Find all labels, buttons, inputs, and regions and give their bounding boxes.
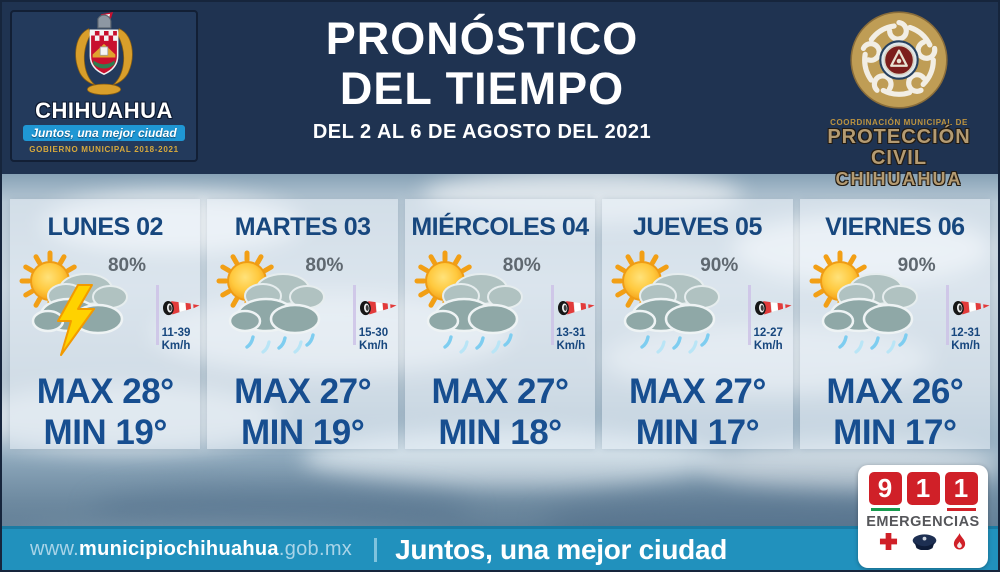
day-title: LUNES 02: [47, 213, 163, 241]
url-prefix: www.: [30, 538, 79, 560]
day-title: VIERNES 06: [825, 213, 965, 241]
emergency-number: 9 1 1: [858, 472, 988, 511]
chihuahua-coat-of-arms-icon: [75, 12, 133, 96]
wind-range: 12-31: [950, 327, 981, 339]
flag-green-bar: [870, 508, 900, 511]
min-temperature: MIN 18°: [438, 413, 562, 452]
divider: [550, 285, 554, 345]
precipitation-probability: 80%: [107, 255, 147, 276]
wind-speed: 12-27 Km/h: [740, 327, 796, 353]
municipal-logo-slogan: Juntos, una mejor ciudad: [23, 125, 185, 141]
header: CHIHUAHUA Juntos, una mejor ciudad GOBIE…: [2, 2, 998, 189]
min-temperature: MIN 19°: [43, 413, 168, 452]
precipitation-probability: 90%: [897, 255, 936, 276]
page-subtitle: DEL 2 AL 6 DE AGOSTO DEL 2021: [312, 121, 652, 143]
page-title-line1: PRONÓSTICO: [325, 13, 639, 64]
sun-clouds-rain-icon: [804, 247, 934, 359]
url-domain: municipiochihuahua: [78, 538, 279, 560]
sun-clouds-lightning-icon: [14, 247, 144, 359]
wind-unit: Km/h: [951, 340, 980, 352]
day-title: JUEVES 05: [632, 213, 762, 241]
forecast-card-wednesday: MIÉRCOLES 04: [404, 199, 596, 452]
footer-bar: www.municipiochihuahua.gob.mx Juntos, un…: [2, 526, 998, 570]
flag-white-bar: [909, 508, 938, 511]
wind-range: 15-30: [358, 327, 389, 339]
url-suffix: .gob.mx: [278, 538, 353, 560]
footer-divider: [374, 537, 378, 562]
windsock-icon: [161, 295, 201, 323]
windsock-icon: [556, 295, 596, 323]
max-temperature: MAX 27°: [628, 372, 766, 411]
forecast-card-tuesday: MARTES 03: [207, 199, 398, 452]
red-cross-icon: [879, 532, 897, 551]
civil-protection-city: CHIHUAHUA: [835, 169, 963, 189]
police-cap-icon: [913, 534, 937, 550]
divider: [353, 285, 357, 345]
footer-slogan: Juntos, una mejor ciudad: [395, 533, 728, 565]
divider: [748, 285, 752, 345]
precipitation-probability: 80%: [305, 255, 344, 276]
wind-speed: 15-30 Km/h: [345, 327, 401, 353]
emergency-label: EMERGENCIAS: [866, 514, 980, 530]
wind-speed: 13-31 Km/h: [543, 327, 599, 353]
sun-clouds-rain-icon: [409, 247, 539, 359]
digit-1: 1: [906, 472, 940, 505]
municipal-logo-government: GOBIERNO MUNICIPAL 2018-2021: [29, 145, 179, 154]
digit-1: 1: [944, 472, 978, 505]
min-temperature: MIN 19°: [240, 413, 365, 452]
wind-unit: Km/h: [753, 340, 783, 352]
windsock-icon: [951, 295, 991, 323]
page-title-line2: DEL TIEMPO: [339, 63, 625, 114]
windsock-icon: [358, 295, 398, 323]
min-temperature: MIN 17°: [635, 413, 760, 452]
max-temperature: MAX 26°: [826, 372, 964, 411]
emergency-911-badge: 9 1 1 EMERGENCIAS: [858, 465, 988, 568]
civil-protection-name: PROTECCIÓN CIVIL: [827, 126, 971, 169]
municipal-logo-panel: CHIHUAHUA Juntos, una mejor ciudad GOBIE…: [10, 10, 198, 162]
forecast-cards: LUNES 02: [10, 199, 991, 452]
sun-clouds-rain-icon: [211, 247, 341, 359]
wind-unit: Km/h: [161, 340, 191, 352]
civil-protection-coordination: COORDINACIÓN MUNICIPAL DE: [830, 118, 968, 127]
forecast-card-friday: VIERNES 06: [799, 199, 991, 452]
wind-speed: 11-39 Km/h: [148, 327, 204, 353]
wind-speed: 12-31 Km/h: [938, 327, 994, 353]
max-temperature: MAX 28°: [36, 372, 174, 411]
website-url: www.municipiochihuahua.gob.mx: [30, 538, 352, 561]
civil-protection-emblem-icon: [850, 11, 948, 109]
windsock-icon: [753, 295, 793, 323]
flag-red-bar: [946, 508, 976, 511]
max-temperature: MAX 27°: [234, 372, 372, 411]
emergency-service-icons: [858, 532, 988, 551]
day-title: MARTES 03: [234, 213, 371, 241]
title-block: PRONÓSTICO DEL TIEMPO DEL 2 AL 6 DE AGOS…: [292, 14, 672, 144]
wind-range: 12-27: [753, 327, 783, 339]
precipitation-probability: 90%: [700, 255, 739, 276]
min-temperature: MIN 17°: [833, 413, 957, 452]
wind-unit: Km/h: [359, 340, 388, 352]
wind-range: 13-31: [556, 327, 586, 339]
sun-clouds-rain-icon: [606, 247, 736, 359]
forecast-card-monday: LUNES 02: [10, 199, 201, 452]
precipitation-probability: 80%: [502, 255, 541, 276]
civil-protection-logo-block: COORDINACIÓN MUNICIPAL DE PROTECCIÓN CIV…: [802, 8, 996, 189]
day-title: MIÉRCOLES 04: [411, 213, 589, 241]
max-temperature: MAX 27°: [431, 372, 569, 411]
municipal-logo-name: CHIHUAHUA: [35, 98, 173, 123]
wind-unit: Km/h: [556, 340, 586, 352]
divider: [945, 285, 949, 345]
forecast-card-thursday: JUEVES 05: [602, 199, 793, 452]
fire-flame-icon: [954, 533, 966, 550]
digit-9: 9: [868, 472, 902, 505]
divider: [156, 285, 159, 345]
wind-range: 11-39: [161, 327, 191, 339]
